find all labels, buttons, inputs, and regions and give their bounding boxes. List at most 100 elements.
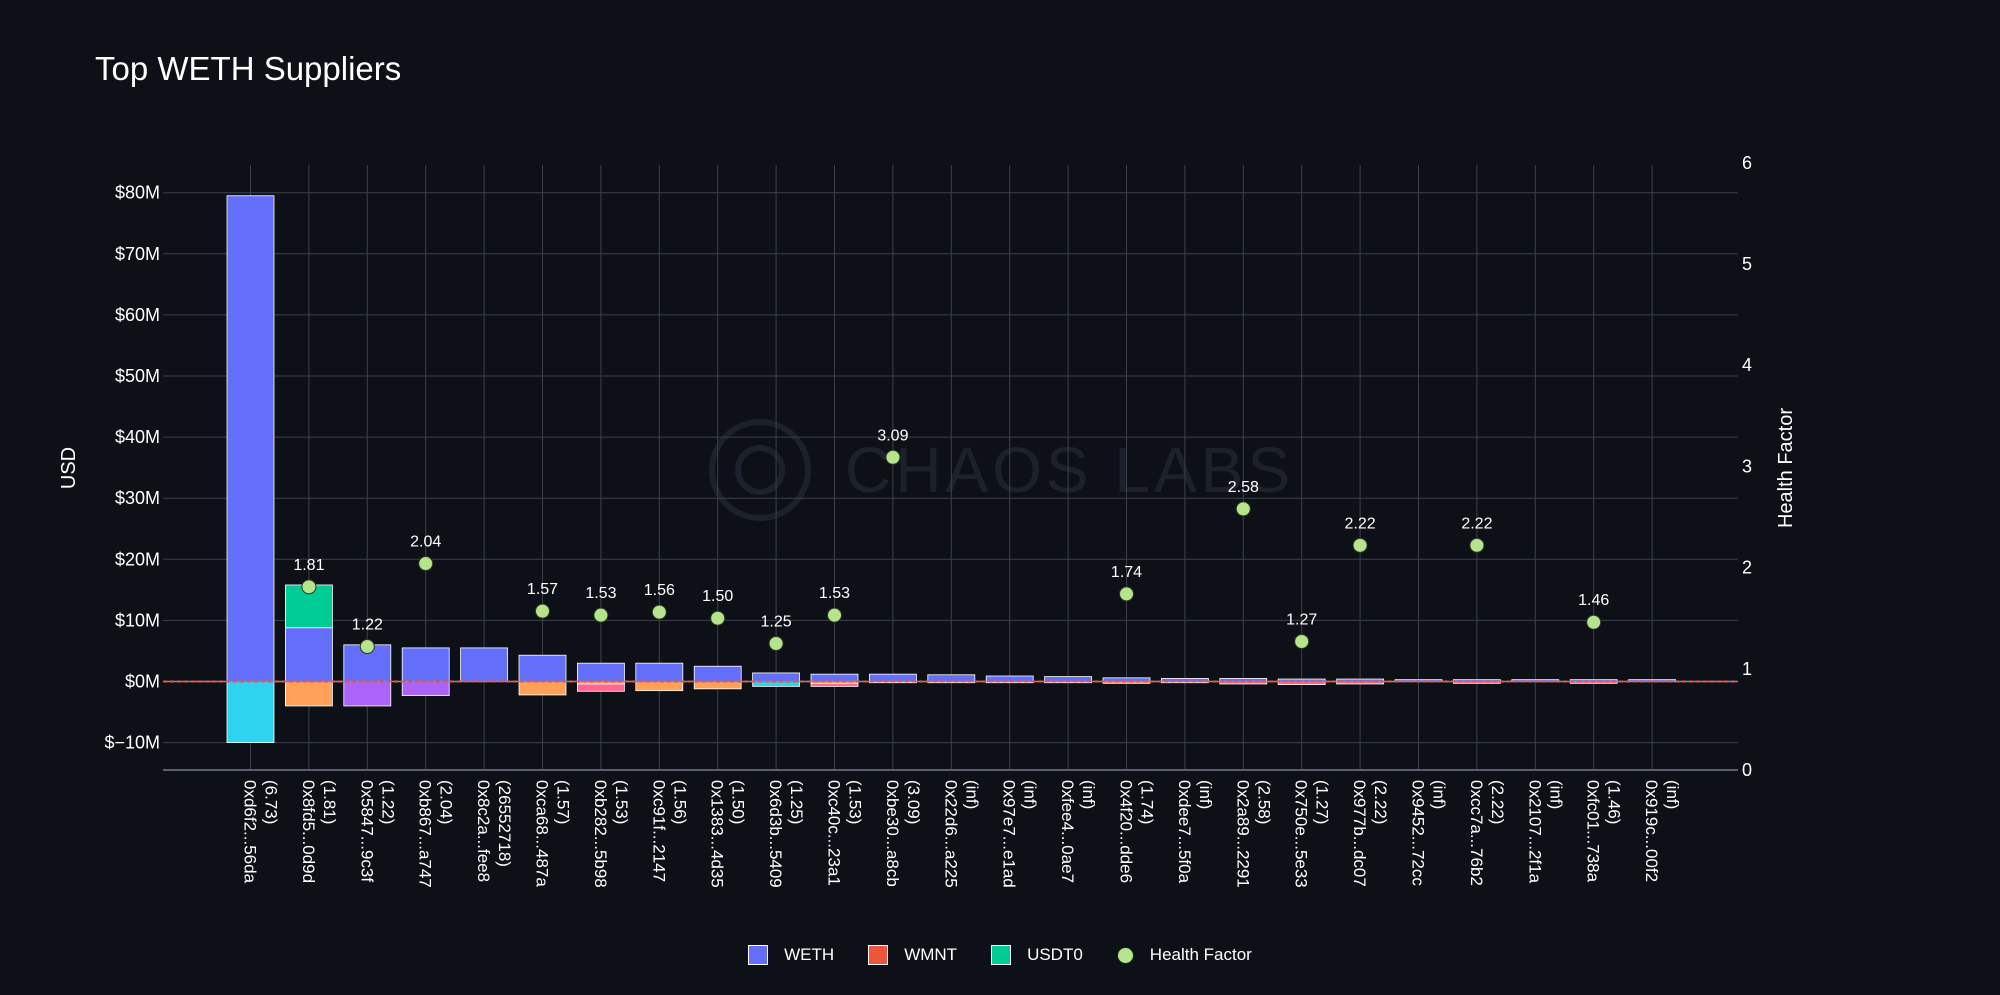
health-factor-point [418, 556, 434, 572]
x-tick-label: 0x6d3b...5409 (1.25) [766, 780, 806, 888]
x-tick-address: 0x97e7...e1ad [1000, 780, 1019, 888]
health-factor-label: 1.53 [819, 585, 850, 602]
health-factor-point [1294, 633, 1310, 649]
x-tick-label: 0xb867...a747 (2.04) [416, 780, 456, 888]
health-factor-label: 1.81 [293, 557, 324, 574]
legend-label-usdt0: USDT0 [1027, 945, 1083, 964]
x-tick-label: 0x750e...5e33 (1.27) [1292, 780, 1332, 888]
y-tick-label: $70M [115, 244, 160, 264]
legend-label-health-factor: Health Factor [1149, 945, 1252, 964]
legend-item-usdt0[interactable]: USDT0 [991, 945, 1083, 965]
health-factor-point [1586, 614, 1602, 630]
health-factor-label: 2.58 [1228, 479, 1259, 496]
bar-weth [226, 195, 275, 682]
x-tick-address: 0x4f20...dde6 [1117, 780, 1136, 883]
x-tick-label: 0xfee4...0ae7 (inf) [1058, 780, 1098, 883]
x-tick-address: 0x750e...5e33 [1292, 780, 1311, 888]
y-tick-label: $60M [115, 305, 160, 325]
health-factor-label: 2.04 [410, 534, 441, 551]
x-tick-health: (1.53) [846, 780, 865, 824]
bar-weth [752, 672, 800, 682]
legend-marker-health-factor [1116, 946, 1134, 964]
x-tick-address: 0xc40c...23a1 [825, 780, 844, 886]
x-tick-label: 0x8c2a...fee8 (26552718) [474, 780, 514, 882]
bar-debt-cyan [226, 681, 275, 743]
legend-swatch-weth [748, 945, 769, 965]
health-factor-point [1235, 501, 1251, 517]
chart-title: Top WETH Suppliers [95, 50, 402, 87]
legend-item-wmnt[interactable]: WMNT [868, 945, 957, 965]
bar-debt-purple [401, 681, 450, 696]
health-factor-point [593, 607, 609, 623]
bar-weth [577, 662, 625, 682]
bar-weth [869, 673, 917, 682]
x-tick-health: (1.50) [729, 780, 748, 824]
x-tick-address: 0x9452...72cc [1409, 780, 1428, 886]
x-tick-address: 0x22d6...a225 [941, 780, 960, 888]
x-tick-health: (1.74) [1138, 780, 1157, 824]
health-factor-label: 1.53 [585, 585, 616, 602]
x-tick-health: (inf) [1079, 780, 1098, 809]
x-tick-address: 0xca68...487a [533, 780, 552, 887]
bar-weth [927, 674, 976, 682]
x-tick-address: 0xc91f...2147 [649, 780, 668, 882]
health-factor-label: 1.22 [352, 617, 383, 634]
y2-tick-label: 1 [1742, 659, 1752, 679]
x-tick-label: 0x22d6...a225 (inf) [941, 780, 981, 888]
y-tick-label: $80M [115, 183, 160, 203]
x-tick-label: 0x4f20...dde6 (1.74) [1117, 780, 1157, 883]
x-tick-label: 0xdee7...5f0a (inf) [1175, 780, 1215, 884]
x-tick-health: (26552718) [495, 780, 514, 867]
health-factor-label: 2.22 [1345, 515, 1376, 532]
health-factor-point [301, 579, 317, 595]
health-factor-label: 1.25 [761, 614, 792, 631]
health-factor-label: 1.56 [644, 582, 675, 599]
y-tick-label: $−10M [104, 733, 160, 753]
x-tick-health: (2.04) [437, 780, 456, 824]
x-tick-address: 0x977b...dc07 [1350, 780, 1369, 887]
bar-weth [401, 647, 450, 682]
bar-weth [284, 627, 333, 682]
x-tick-label: 0xc40c...23a1 (1.53) [825, 780, 865, 886]
x-tick-health: (6.73) [262, 780, 281, 824]
health-factor-point [768, 636, 784, 651]
x-tick-address: 0x8fd5...0d9d [299, 780, 318, 883]
y-tick-label: $20M [115, 549, 160, 569]
x-tick-label: 0x9452...72cc (inf) [1409, 780, 1449, 886]
x-tick-health: (3.09) [904, 780, 923, 824]
bar-debt-orange [284, 681, 333, 707]
x-tick-health: (inf) [1546, 780, 1565, 809]
legend-swatch-wmnt [868, 945, 889, 965]
chart-area: CHAOS LABS 1.811.222.041.57 1.53 1.56 1.501… [58, 153, 1797, 888]
health-factor-point [710, 610, 726, 626]
x-tick-health: (inf) [962, 780, 981, 809]
health-factor-point [535, 603, 550, 619]
bar-weth [810, 673, 859, 682]
legend-item-weth[interactable]: WETH [748, 945, 834, 965]
x-tick-health: (1.27) [1313, 780, 1332, 824]
legend-item-health-factor[interactable]: Health Factor [1116, 945, 1252, 965]
x-tick-address: 0xdee7...5f0a [1175, 780, 1194, 884]
x-tick-label: 0xc91f...2147 (1.56) [649, 780, 689, 882]
bar-debt-pink [810, 682, 859, 687]
y-axis-title: USD [58, 447, 80, 489]
health-factor-label: 1.46 [1578, 592, 1609, 609]
x-tick-address: 0xfc01...738a [1584, 780, 1603, 883]
health-factor-label: 3.09 [877, 427, 908, 444]
watermark-text: CHAOS LABS [845, 434, 1294, 506]
x-tick-label: 0xfc01...738a (1.46) [1584, 780, 1624, 883]
y2-tick-label: 0 [1742, 760, 1752, 780]
health-factor-label: 2.22 [1461, 515, 1492, 532]
bar-debt-orange [518, 681, 567, 696]
legend-label-weth: WETH [784, 945, 835, 964]
health-factor-point [359, 639, 375, 655]
x-tick-health: (1.57) [554, 780, 573, 824]
x-tick-health: (1.81) [320, 780, 339, 824]
x-tick-label: 0x97e7...e1ad (inf) [1000, 780, 1040, 888]
y-tick-label: $10M [115, 610, 160, 630]
x-tick-label: 0x977b...dc07 (2.22) [1350, 780, 1390, 887]
health-factor-point [1352, 537, 1368, 553]
bar-weth [518, 654, 567, 682]
y2-tick-label: 3 [1742, 456, 1752, 476]
bar-debt-purple [343, 681, 392, 707]
